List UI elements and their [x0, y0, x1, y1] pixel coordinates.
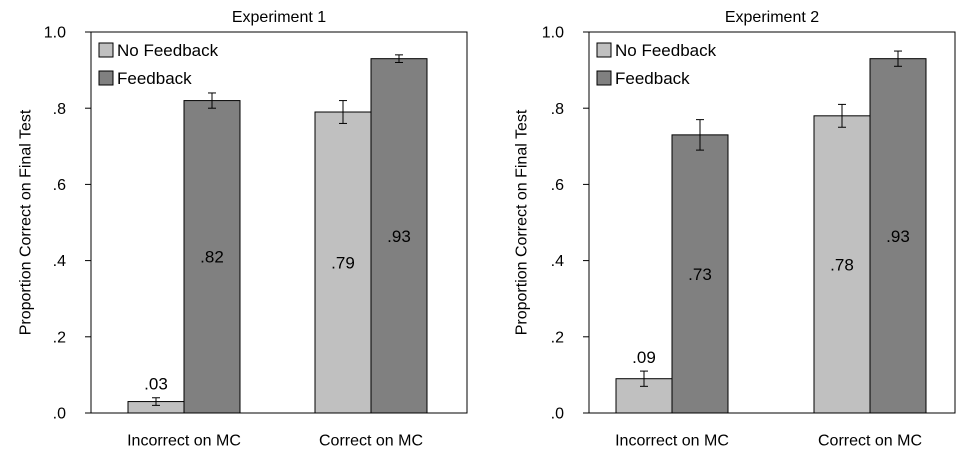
bar-feedback	[183, 100, 241, 414]
legend-label: Feedback	[117, 69, 192, 88]
x-category-label: Correct on MC	[818, 433, 922, 450]
bar-value-label: .73	[688, 265, 712, 284]
chart-panel-2: Experiment 2 Proportion Correct on Final …	[514, 9, 956, 450]
y-tick-label: 1.0	[542, 25, 564, 42]
bar-feedback	[869, 58, 927, 414]
y-axis-label: Proportion Correct on Final Test	[514, 109, 531, 335]
legend-swatch	[98, 42, 114, 58]
y-tick-label: .2	[551, 329, 564, 346]
bar-value-label: .03	[144, 375, 168, 394]
y-axis-label: Proportion Correct on Final Test	[18, 109, 35, 335]
y-tick-label: .6	[551, 177, 564, 194]
chart-title: Experiment 1	[232, 9, 326, 26]
y-tick-label: 1.0	[44, 25, 66, 42]
legend-swatch	[98, 70, 114, 86]
chart-panel-1: Experiment 1 Proportion Correct on Final …	[18, 9, 468, 450]
y-tick-label: .4	[53, 253, 66, 270]
y-tick-label: .8	[53, 101, 66, 118]
bar-value-label: .09	[632, 348, 656, 367]
y-tick-label: .0	[551, 406, 564, 423]
bar-value-label: .93	[387, 227, 411, 246]
legend-swatch	[596, 70, 612, 86]
y-tick-label: .8	[551, 101, 564, 118]
y-tick-label: .6	[53, 177, 66, 194]
y-tick-label: .4	[551, 253, 564, 270]
legend-swatch	[596, 42, 612, 58]
legend-label: No Feedback	[615, 41, 717, 60]
legend-label: No Feedback	[117, 41, 219, 60]
bar-value-label: .82	[200, 248, 224, 267]
bar-feedback	[671, 134, 729, 414]
x-category-label: Incorrect on MC	[615, 433, 729, 450]
x-category-label: Incorrect on MC	[127, 433, 241, 450]
bar-value-label: .79	[331, 253, 355, 272]
y-tick-label: .2	[53, 329, 66, 346]
bar-no-feedback	[813, 115, 871, 414]
bar-value-label: .93	[886, 227, 910, 246]
plot-frame	[90, 31, 468, 414]
y-tick-label: .0	[53, 406, 66, 423]
bar-feedback	[370, 58, 428, 414]
bar-value-label: .78	[830, 255, 854, 274]
legend-label: Feedback	[615, 69, 690, 88]
plot-frame	[588, 31, 956, 414]
chart-title: Experiment 2	[725, 9, 819, 26]
x-category-label: Correct on MC	[319, 433, 423, 450]
